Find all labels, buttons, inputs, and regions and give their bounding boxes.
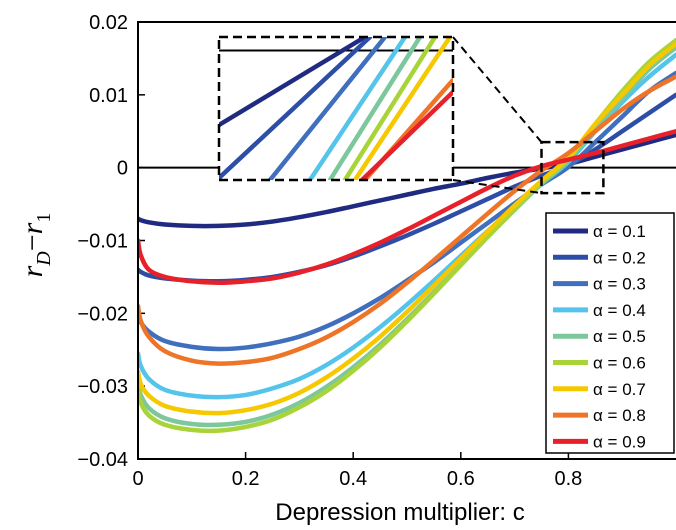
- y-axis-title: rD−r1: [16, 213, 55, 278]
- y-axis-sub-d: D: [33, 251, 55, 267]
- x-axis-title: Depression multiplier: c: [275, 499, 524, 526]
- inset-series-line: [352, 37, 453, 180]
- y-tick-label: −0.01: [77, 231, 128, 253]
- y-tick-label: 0.01: [89, 85, 128, 107]
- x-tick-label: 0.6: [447, 468, 475, 490]
- inset-series-line: [359, 89, 453, 180]
- legend-label: α = 0.4: [593, 301, 646, 320]
- legend: α = 0.1 α = 0.2 α = 0.3 α = 0.4 α = 0.5 α = 0…: [545, 212, 675, 454]
- y-axis-sub-1: 1: [33, 213, 55, 223]
- x-tick-label: 0.4: [339, 468, 367, 490]
- y-axis-minus: −: [16, 234, 49, 251]
- y-axis-r-main: r: [16, 265, 49, 277]
- y-axis-ticks: −0.04 −0.03 −0.02 −0.01 0 0.01 0.02: [77, 12, 145, 471]
- axes-frame: [137, 21, 676, 460]
- inset-frame: [217, 35, 455, 182]
- x-tick-label: 0.2: [232, 468, 260, 490]
- y-tick-label: −0.03: [77, 376, 128, 398]
- inset-series-line: [327, 37, 423, 180]
- svg-text:rD−r1: rD−r1: [16, 213, 55, 278]
- y-axis-r-second: r: [16, 222, 49, 234]
- inset-series-line: [219, 37, 373, 180]
- legend-label: α = 0.5: [593, 327, 646, 346]
- y-tick-label: 0.02: [89, 12, 128, 34]
- inset-series-line: [307, 37, 408, 180]
- series-line: [138, 70, 676, 352]
- x-tick-label: 0.8: [554, 468, 582, 490]
- series-lines: [138, 37, 676, 434]
- inset-series-line: [267, 37, 388, 180]
- x-axis-ticks: 0 0.2 0.4 0.6 0.8: [132, 452, 582, 490]
- legend-label: α = 0.3: [593, 275, 646, 294]
- legend-label: α = 0.9: [593, 432, 646, 451]
- legend-label: α = 0.8: [593, 406, 646, 425]
- y-tick-label: −0.04: [77, 449, 128, 471]
- legend-label: α = 0.2: [593, 248, 646, 267]
- inset-series-line: [342, 37, 438, 180]
- series-line: [138, 129, 676, 285]
- inset-series-lines: [219, 37, 453, 180]
- legend-label: α = 0.7: [593, 380, 646, 399]
- legend-label: α = 0.1: [593, 222, 646, 241]
- series-line: [138, 74, 676, 366]
- zoom-region-box: [540, 140, 605, 195]
- y-tick-label: −0.02: [77, 303, 128, 325]
- inset-series-line: [219, 37, 368, 128]
- legend-label: α = 0.6: [593, 354, 646, 373]
- y-tick-label: 0: [117, 158, 128, 180]
- zoom-connector-top: [452, 36, 543, 143]
- inset: [217, 35, 455, 182]
- inset-background: [219, 37, 453, 180]
- zoom-connector-bottom: [452, 179, 542, 195]
- x-tick-label: 0: [132, 468, 143, 490]
